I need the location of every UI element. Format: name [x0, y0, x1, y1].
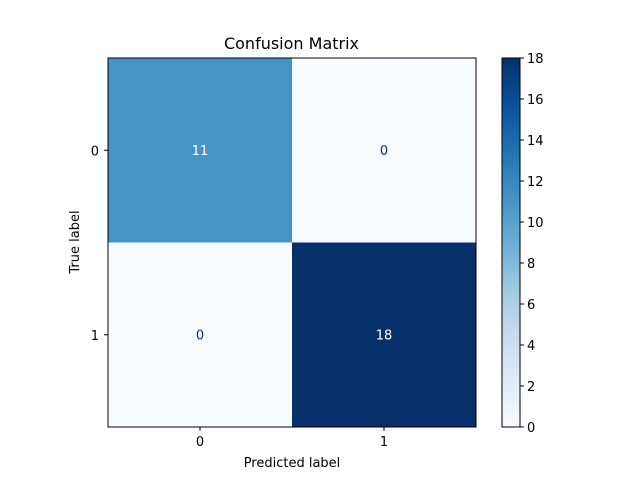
heatmap-cell [108, 242, 292, 427]
colorbar-tick-label: 10 [527, 216, 544, 231]
colorbar-tick-label: 12 [527, 175, 544, 190]
heatmap-cell [108, 58, 292, 243]
y-tick-label: 1 [91, 329, 99, 344]
colorbar-tick-label: 8 [527, 257, 535, 272]
heatmap-cells: 11 0 0 18 [108, 58, 476, 427]
cell-value-label: 0 [196, 328, 204, 343]
chart-title: Confusion Matrix [224, 34, 359, 53]
x-tick-label: 0 [196, 435, 204, 450]
y-axis-label: True label [68, 210, 83, 274]
colorbar-tick-label: 0 [527, 421, 535, 436]
colorbar-tick-label: 2 [527, 380, 535, 395]
x-tick-label: 1 [380, 435, 388, 450]
heatmap-cell [292, 242, 476, 427]
cell-value-label: 0 [380, 144, 388, 159]
x-axis-label: Predicted label [244, 456, 341, 471]
colorbar: 0 2 4 6 8 10 12 14 16 18 [501, 52, 544, 436]
colorbar-frame [501, 57, 521, 428]
colorbar-tick-label: 16 [527, 93, 544, 108]
cell-value-label: 18 [376, 328, 393, 343]
colorbar-tick-label: 18 [527, 52, 544, 67]
colorbar-tick-label: 4 [527, 339, 535, 354]
colorbar-tick-label: 14 [527, 134, 544, 149]
colorbar-gradient [502, 58, 520, 427]
plot-frame [107, 57, 477, 428]
colorbar-tick-label: 6 [527, 298, 535, 313]
cell-value-label: 11 [192, 144, 209, 159]
heatmap-cell [292, 58, 476, 243]
y-axis: 01 [91, 144, 108, 344]
y-tick-label: 0 [91, 144, 99, 159]
